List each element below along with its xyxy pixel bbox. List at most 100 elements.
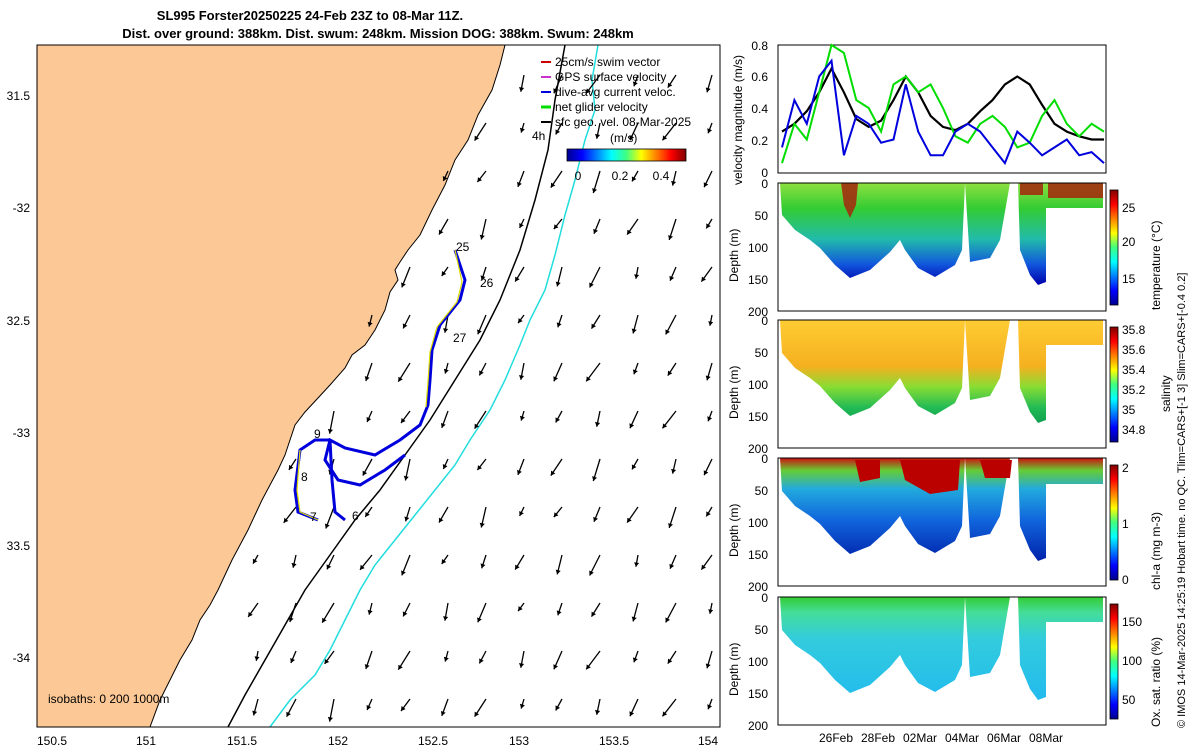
lat-tick-5: 33.5 (7, 539, 31, 553)
current-arrowhead-138 (440, 711, 446, 716)
lon-tick-5: 152.5 (418, 734, 448, 748)
temperature-panel (777, 182, 1107, 312)
current-arrowhead-19 (631, 176, 637, 182)
lat-tick-6: -34 (13, 651, 31, 665)
current-arrowhead-74 (442, 464, 448, 469)
current-arrowhead-128 (553, 664, 558, 670)
depth-ticks-temp: 0 50 100 150 200 (748, 177, 768, 319)
legend-label-net: net glider velocity (555, 100, 648, 114)
current-arrowhead-42 (477, 329, 482, 335)
chla-high-patches (855, 460, 1012, 494)
day-label-8: 8 (301, 470, 308, 484)
current-arrowhead-35 (589, 282, 594, 288)
map-colorbar (566, 148, 687, 162)
current-arrowhead-133 (252, 710, 258, 716)
map-legend: 25cm/s swim vector GPS surface velocity … (532, 55, 691, 183)
day-label-25: 25 (456, 240, 470, 254)
salinity-field (780, 320, 1103, 423)
current-arrowhead-113 (477, 617, 482, 623)
current-arrowhead-23 (479, 234, 485, 240)
current-arrowhead-47 (665, 329, 670, 335)
current-arrowhead-56 (632, 369, 638, 375)
chl-depth-0: 0 (761, 452, 768, 466)
net-glider-track (296, 249, 463, 521)
current-arrowhead-110 (367, 609, 373, 615)
temp-cb-20: 20 (1122, 235, 1136, 249)
oxy-depth-200: 200 (748, 719, 768, 733)
current-arrowhead-102 (555, 569, 561, 575)
vel-ytick-02: 0.2 (751, 134, 768, 148)
current-arrowhead-145 (707, 704, 712, 710)
current-arrowhead-29 (706, 223, 711, 229)
current-arrowhead-68 (662, 423, 668, 429)
land (37, 45, 506, 727)
current-arrowhead-32 (480, 275, 486, 281)
chla-field (780, 458, 1103, 561)
lat-tick-1: 31.5 (7, 89, 31, 103)
legend-label-gps: GPS surface velocity (555, 70, 666, 84)
current-arrowhead-25 (553, 224, 559, 230)
chl-depth-50: 50 (755, 484, 769, 498)
current-arrowhead-41 (443, 328, 449, 333)
velocity-series (781, 43, 1105, 166)
current-arrowhead-59 (327, 428, 333, 434)
current-arrowhead-53 (519, 375, 525, 380)
current-arrowhead-46 (631, 328, 637, 334)
current-arrowhead-134 (286, 711, 291, 717)
sal-depth-0: 0 (761, 314, 768, 328)
current-arrowhead-105 (669, 563, 675, 569)
map-lat-ticks: 31.5 -32 32.5 -33 33.5 -34 (7, 89, 31, 665)
time-tick-02mar: 02Mar (903, 731, 937, 745)
velocity-line-blue (781, 58, 1105, 166)
current-arrowhead-72 (362, 470, 368, 476)
current-arrowhead-17 (550, 182, 556, 188)
chl-depth-200: 200 (748, 580, 768, 594)
current-arrowhead-89 (553, 512, 559, 518)
chl-cb-label: chl-a (mg m-3) (1149, 512, 1163, 590)
vel-ytick-04: 0.4 (751, 102, 768, 116)
current-arrowhead-66 (595, 421, 601, 427)
current-arrowhead-16 (517, 181, 522, 187)
depth-ylabel-chl: Depth (m) (727, 504, 741, 557)
time-tick-26feb: 26Feb (819, 731, 853, 745)
chla-colorbar: 2 1 0 chl-a (mg m-3) (1109, 461, 1163, 590)
current-arrowhead-111 (402, 611, 408, 617)
chl-cb-1: 1 (1122, 517, 1129, 531)
current-arrowhead-24 (519, 223, 524, 228)
vel-ytick-0: 0 (761, 166, 768, 180)
current-arrowhead-51 (443, 368, 449, 374)
current-arrowhead-4 (632, 81, 638, 87)
current-arrowhead-77 (550, 470, 556, 476)
current-arrowhead-121 (290, 658, 295, 663)
map-colorbar-tick-0: 0 (575, 169, 582, 183)
current-arrowhead-82 (283, 517, 289, 523)
temperature-warm-patches (841, 183, 1103, 218)
current-arrowhead-75 (477, 465, 482, 470)
lon-tick-4: 152 (328, 734, 348, 748)
current-arrowhead-116 (591, 611, 596, 617)
current-arrowhead-107 (248, 611, 253, 617)
current-arrowhead-69 (707, 416, 712, 422)
current-arrowhead-101 (515, 564, 520, 570)
current-arrowhead-117 (631, 616, 637, 622)
lat-tick-4: -33 (13, 426, 31, 440)
day-label-9: 9 (314, 427, 321, 441)
lon-tick-7: 153.5 (599, 734, 629, 748)
current-arrowhead-63 (474, 423, 480, 429)
time-tick-28feb: 28Feb (861, 731, 895, 745)
current-arrowhead-84 (365, 512, 370, 517)
current-arrowhead-38 (701, 276, 706, 282)
current-arrowhead-34 (555, 281, 561, 287)
temp-depth-0: 0 (761, 177, 768, 191)
current-arrowhead-96 (326, 564, 332, 570)
current-arrowhead-80 (671, 468, 677, 474)
current-arrowhead-109 (322, 617, 327, 623)
current-arrowhead-50 (398, 376, 403, 382)
time-tick-08mar: 08Mar (1029, 731, 1063, 745)
velocity-ylabel: velocity magnitude (m/s) (731, 55, 745, 185)
oxy-cb-150: 150 (1122, 615, 1142, 629)
current-arrowhead-103 (589, 570, 594, 576)
current-arrowhead-93 (706, 511, 711, 517)
temp-depth-50: 50 (755, 209, 769, 223)
current-arrowhead-8 (519, 127, 525, 133)
